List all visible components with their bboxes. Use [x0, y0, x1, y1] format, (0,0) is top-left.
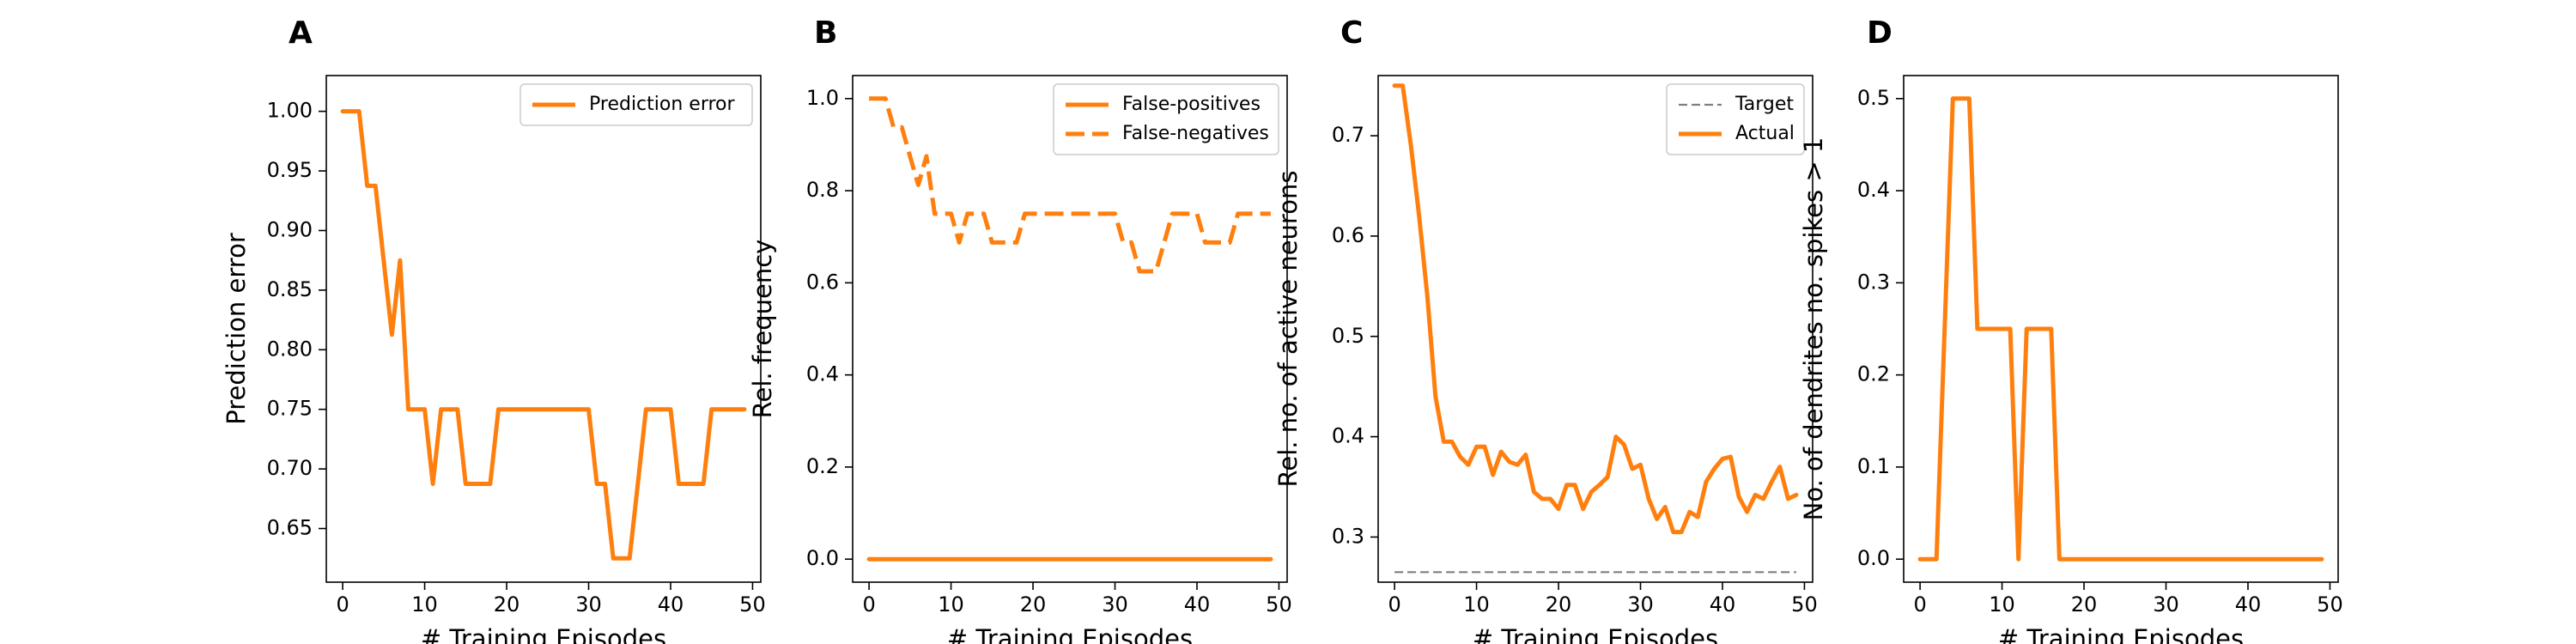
x-tick-label: 10: [411, 592, 438, 617]
x-tick-label: 30: [1627, 592, 1654, 617]
y-tick-label: 0.4: [1857, 178, 1890, 202]
y-tick-label: 0.3: [1857, 270, 1890, 294]
x-tick-label: 20: [1546, 592, 1572, 617]
legend-box: [1053, 83, 1279, 155]
y-tick-label: 0.7: [1332, 123, 1364, 147]
y-tick-label: 1.0: [806, 86, 839, 110]
y-tick-label: 0.65: [267, 516, 313, 540]
x-tick-label: 40: [1710, 592, 1736, 617]
x-tick-label: 30: [575, 592, 602, 617]
plot-frame: [1377, 75, 1814, 583]
x-tick-label: 20: [2071, 592, 2098, 617]
x-tick-label: 0: [1388, 592, 1400, 617]
legend-box: [1666, 83, 1805, 155]
y-tick-label: 0.2: [1857, 362, 1890, 386]
y-tick-label: 0.90: [267, 217, 313, 241]
y-tick-label: 0.0: [806, 546, 839, 570]
x-axis-label: # Training Episodes: [947, 624, 1193, 644]
panel-letter: D: [1867, 15, 1893, 51]
legend: Prediction error: [519, 83, 753, 126]
legend-label: Target: [1735, 94, 1794, 115]
y-tick-label: 0.5: [1332, 324, 1364, 348]
legend-box: [519, 83, 753, 126]
x-tick-label: 30: [1102, 592, 1128, 617]
y-tick-label: 0.80: [267, 337, 313, 361]
series-line-actual: [1392, 83, 1799, 535]
x-tick-label: 10: [938, 592, 964, 617]
panel-d: D 0 10 20 30 40 50 0.0 0.1 0.2 0.3 0.4 0.5 # Training…: [1799, 15, 2343, 644]
y-tick-label: 0.5: [1857, 86, 1890, 110]
y-tick-label: 0.75: [267, 397, 313, 421]
x-tick-label: 0: [336, 592, 349, 617]
legend: False-positives False-negatives: [1053, 83, 1279, 155]
legend-label: False-positives: [1122, 94, 1261, 115]
plot-frame: [1903, 75, 2339, 583]
y-tick-label: 0.3: [1332, 524, 1364, 548]
panel-letter: A: [289, 15, 313, 51]
y-tick-label: 1.00: [267, 99, 313, 123]
plot-frame: [325, 75, 762, 583]
series-line-prediction-error: [340, 109, 747, 561]
y-tick-label: 0.6: [806, 270, 839, 294]
x-tick-label: 50: [1266, 592, 1292, 617]
panels: A0 10 20 30 40 500.650.700.750.800.850.900.95…: [222, 15, 2343, 644]
x-axis-label: # Training Episodes: [1473, 624, 1718, 644]
x-tick-label: 40: [2235, 592, 2262, 617]
y-tick-label: 0.1: [1857, 454, 1890, 478]
x-axis-label: # Training Episodes: [1998, 624, 2244, 644]
legend: Target Actual: [1666, 83, 1805, 155]
y-axis-label: Prediction error: [222, 233, 251, 425]
x-tick-label: 50: [1791, 592, 1818, 617]
y-axis-label: No. of dendrites no. spikes > 1: [1799, 137, 1828, 521]
y-tick-label: 0.2: [806, 454, 839, 478]
x-tick-label: 50: [2317, 592, 2343, 617]
legend-label: Prediction error: [589, 94, 735, 115]
x-tick-label: 50: [739, 592, 766, 617]
y-tick-label: 0.8: [806, 178, 839, 202]
y-axis-label: Rel. no. of active neurons: [1273, 171, 1303, 488]
x-tick-label: 0: [1913, 592, 1926, 617]
y-tick-label: 0.4: [806, 362, 839, 386]
plot-frame: [852, 75, 1288, 583]
panel-letter: B: [814, 15, 837, 51]
series-line-values: [1917, 96, 2324, 562]
panel-b: B 0 10 20 30 40 50 0.0 0.2 0.4 0.6 0.8 1.0 # Training…: [748, 15, 1292, 644]
x-tick-label: 20: [1020, 592, 1047, 617]
y-axis-label: Rel. frequency: [748, 240, 777, 419]
panel-a: A 0 10 20 30 40 50 0.65 0.70 0.75 0.80 0.85 0.90 0.95…: [222, 15, 766, 644]
x-axis-label: # Training Episodes: [421, 624, 666, 644]
legend-label: Actual: [1735, 123, 1795, 144]
legend-label: False-negatives: [1122, 123, 1269, 144]
panel-c: C 0 10 20 30 40 50 0.3 0.4 0.5 0.6 0.7 # Training Ep…: [1273, 15, 1818, 644]
series-line-false-negatives: [869, 96, 1271, 274]
y-tick-label: 0.0: [1857, 546, 1890, 570]
panel-letter: C: [1340, 15, 1363, 51]
y-tick-label: 0.95: [267, 158, 313, 182]
x-tick-label: 10: [1463, 592, 1490, 617]
y-tick-label: 0.85: [267, 277, 313, 301]
x-tick-label: 40: [658, 592, 684, 617]
y-tick-label: 0.70: [267, 456, 313, 480]
x-tick-label: 40: [1184, 592, 1211, 617]
x-tick-label: 30: [2153, 592, 2179, 617]
x-tick-label: 0: [862, 592, 875, 617]
y-tick-label: 0.6: [1332, 223, 1364, 247]
y-tick-label: 0.4: [1332, 424, 1364, 448]
x-tick-label: 10: [1989, 592, 2015, 617]
x-tick-label: 20: [494, 592, 520, 617]
